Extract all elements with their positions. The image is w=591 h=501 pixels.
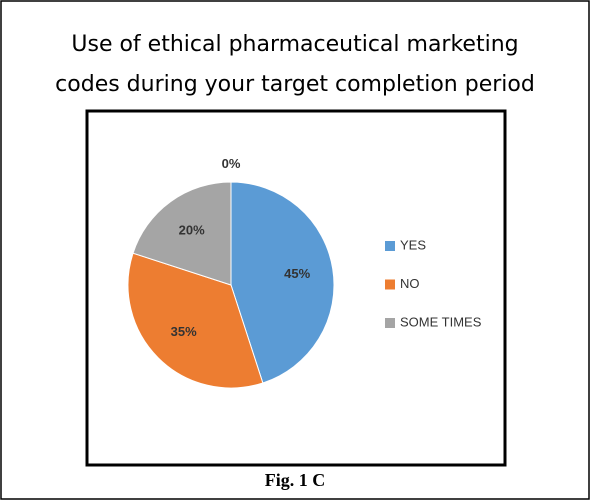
data-label: 35% bbox=[171, 324, 197, 339]
pie-slice bbox=[132, 181, 232, 286]
data-label: 45% bbox=[284, 266, 310, 281]
pie-slice bbox=[127, 252, 264, 389]
legend-label: YES bbox=[400, 237, 426, 252]
caption: Fig. 1 C bbox=[265, 470, 326, 490]
chart-title: Use of ethical pharmaceutical marketing bbox=[71, 32, 518, 57]
legend-swatch bbox=[385, 318, 395, 328]
chart-title: codes during your target completion peri… bbox=[55, 72, 535, 97]
data-label: 20% bbox=[179, 222, 205, 237]
legend-swatch bbox=[385, 279, 395, 290]
pie-slice bbox=[230, 181, 335, 384]
legend-swatch bbox=[385, 241, 395, 251]
data-label: 0% bbox=[222, 156, 241, 171]
legend-label: SOME TIMES bbox=[400, 314, 482, 329]
legend-label: NO bbox=[400, 276, 420, 291]
